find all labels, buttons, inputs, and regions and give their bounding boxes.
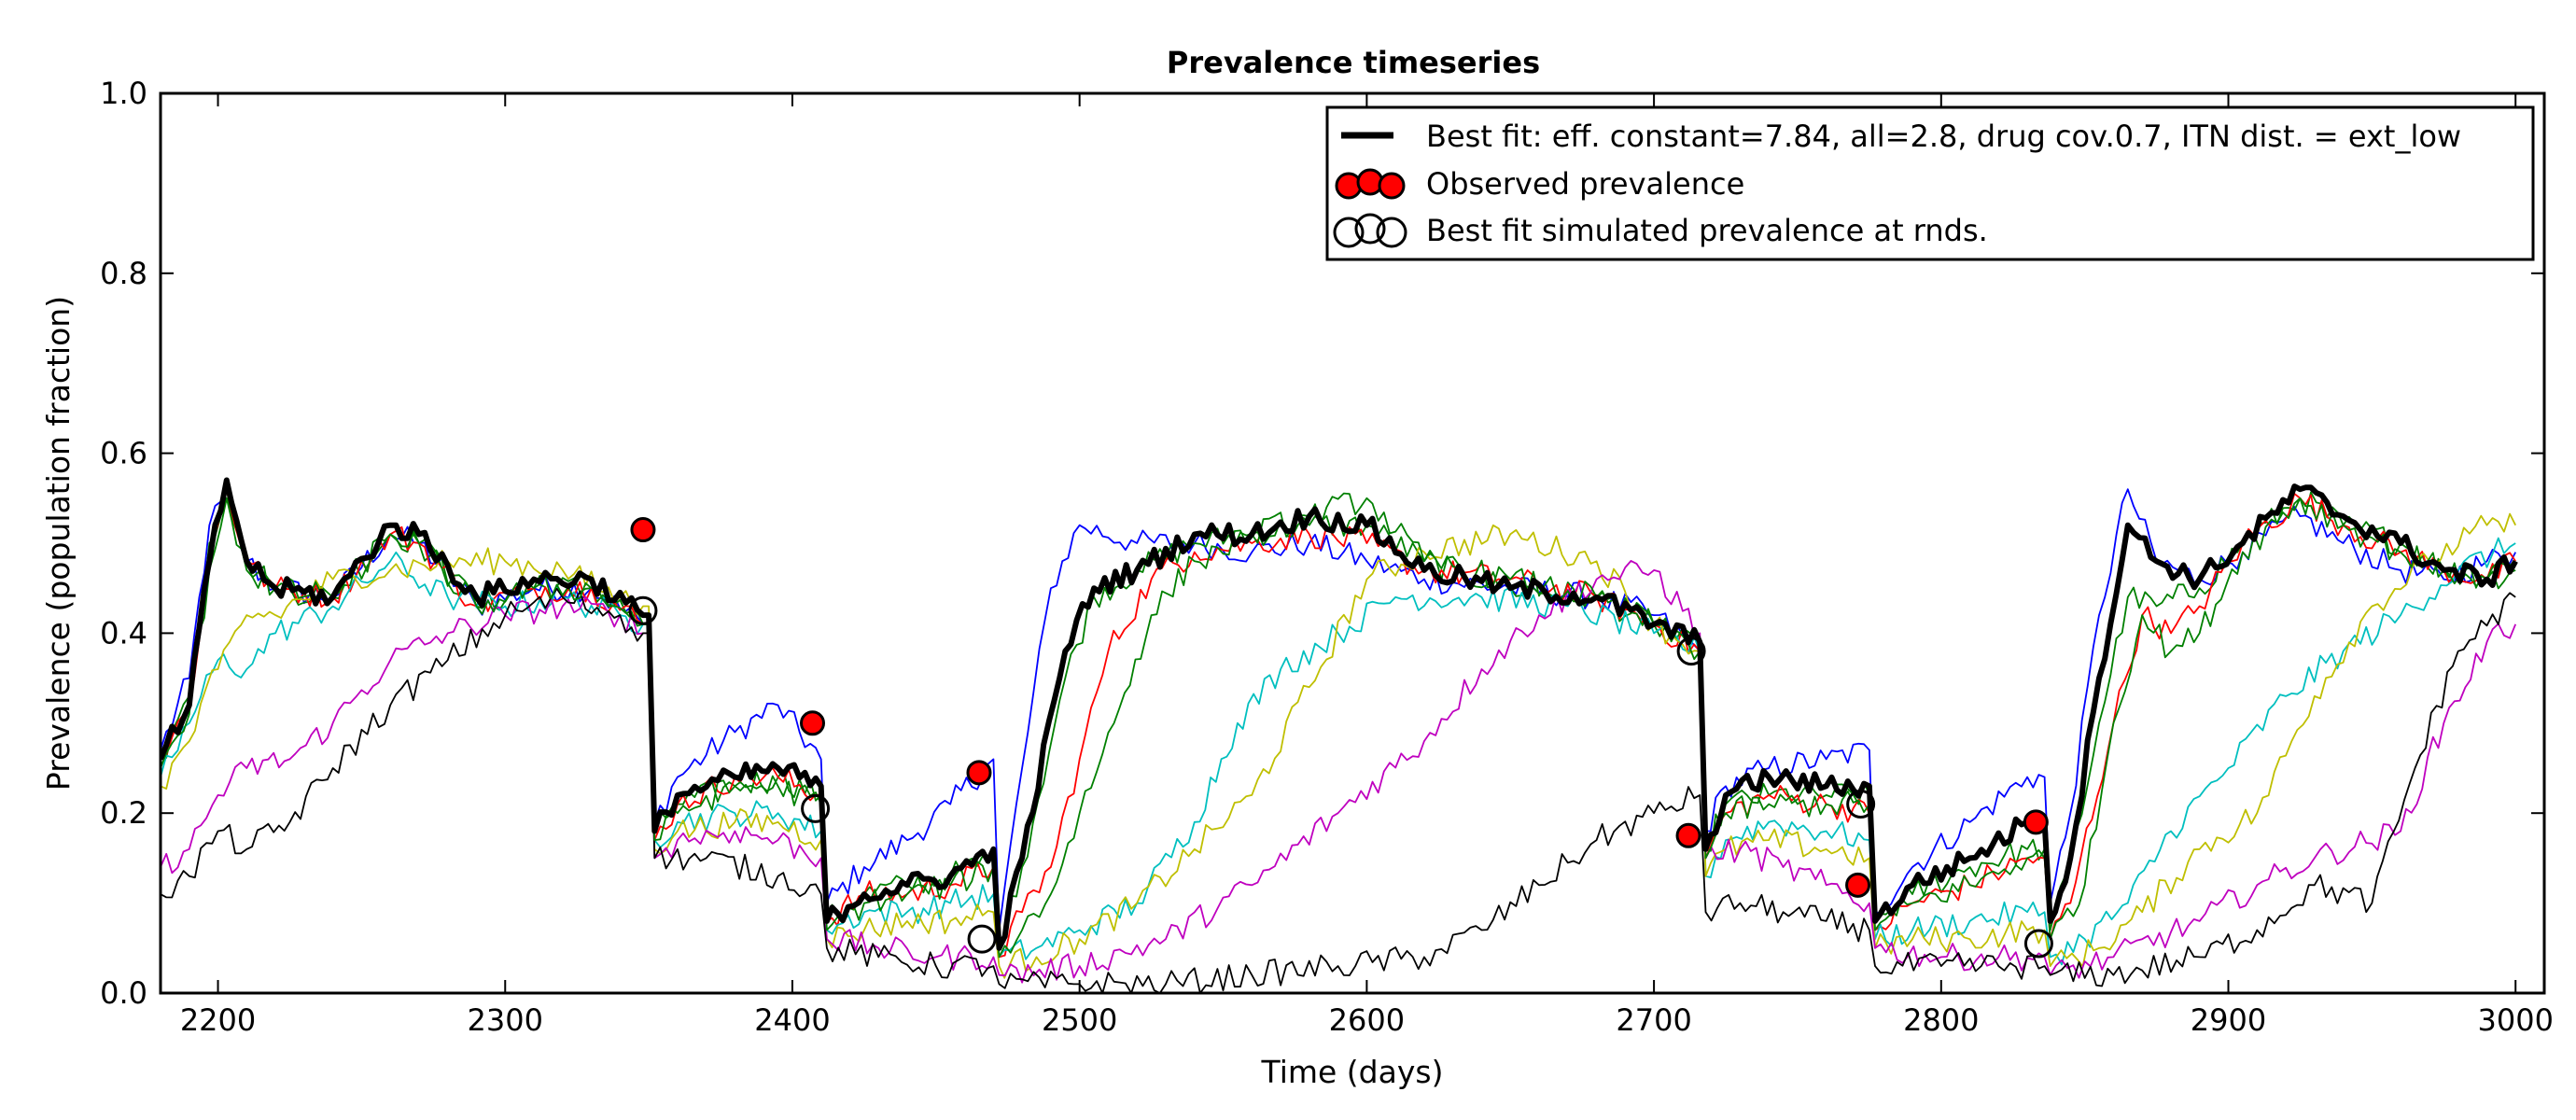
best-fit-line bbox=[161, 477, 2518, 951]
plot-frame bbox=[159, 91, 2546, 995]
simulated-point-3 bbox=[967, 924, 997, 954]
simulated-point-2 bbox=[801, 793, 831, 823]
y-tick-label: 0.2 bbox=[100, 795, 147, 831]
observed-point-1 bbox=[630, 517, 656, 543]
y-tick-label: 0.0 bbox=[100, 975, 147, 1011]
legend-item-observed: Observed prevalence bbox=[1426, 166, 1744, 202]
x-tick-label: 2800 bbox=[1903, 1002, 1979, 1038]
legend-item-best-fit: Best fit: eff. constant=7.84, all=2.8, d… bbox=[1426, 119, 2461, 154]
x-tick-label: 2700 bbox=[1616, 1002, 1691, 1038]
ensemble-series-5 bbox=[161, 512, 2517, 979]
y-tick-label: 1.0 bbox=[100, 76, 147, 111]
simulated-point-6 bbox=[2023, 929, 2053, 959]
y-tick-label: 0.8 bbox=[100, 256, 147, 291]
x-axis-label: Time (days) bbox=[1261, 1054, 1444, 1090]
observed-point-2 bbox=[800, 710, 826, 736]
x-tick-label: 2600 bbox=[1329, 1002, 1405, 1038]
y-tick-label: 0.6 bbox=[100, 436, 147, 471]
observed-point-3 bbox=[966, 760, 992, 786]
legend: Best fit: eff. constant=7.84, all=2.8, d… bbox=[1325, 105, 2535, 261]
axis-ticks: 2200 2300 2400 2500 2600 2700 2800 2900 3000 0.0 0… bbox=[100, 76, 2554, 1038]
ensemble-series-3 bbox=[161, 488, 2516, 959]
x-tick-label: 2200 bbox=[180, 1002, 256, 1038]
x-tick-label: 3000 bbox=[2478, 1002, 2554, 1038]
legend-simulated-swatch bbox=[1333, 213, 1407, 248]
x-tick-label: 2300 bbox=[468, 1002, 543, 1038]
observed-point-4 bbox=[1675, 822, 1701, 848]
ensemble-series-7 bbox=[161, 587, 2516, 993]
ensemble-series-8 bbox=[161, 492, 2516, 959]
x-tick-label: 2500 bbox=[1042, 1002, 1117, 1038]
y-axis-label: Prevalence (population fraction) bbox=[40, 296, 77, 791]
simulated-point-1 bbox=[628, 595, 658, 625]
observed-point-5 bbox=[1845, 872, 1871, 898]
x-tick-label: 2400 bbox=[754, 1002, 830, 1038]
simulated-point-4 bbox=[1676, 637, 1706, 666]
chart-title: Prevalence timeseries bbox=[1167, 45, 1540, 80]
simulated-point-5 bbox=[1846, 790, 1876, 819]
ensemble-series-6 bbox=[161, 560, 2517, 984]
legend-observed-swatch bbox=[1335, 168, 1406, 200]
y-tick-label: 0.4 bbox=[100, 615, 147, 651]
observed-point-6 bbox=[2023, 809, 2049, 835]
plot-area bbox=[161, 477, 2518, 993]
legend-item-simulated: Best fit simulated prevalence at rnds. bbox=[1426, 213, 1988, 248]
ensemble-series-1 bbox=[161, 488, 2517, 931]
x-tick-label: 2900 bbox=[2191, 1002, 2266, 1038]
legend-box bbox=[1325, 105, 2535, 261]
